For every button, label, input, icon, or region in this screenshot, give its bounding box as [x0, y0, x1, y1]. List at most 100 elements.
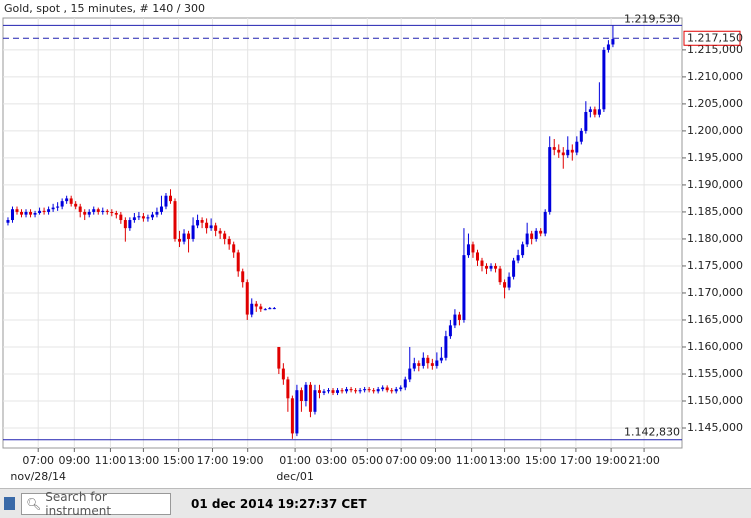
candle-body: [146, 217, 150, 219]
candle-body: [10, 209, 14, 221]
candle-body: [205, 222, 209, 229]
candle-body: [250, 303, 254, 315]
candle-body: [56, 206, 60, 208]
chart-title: Gold, spot , 15 minutes, # 140 / 300: [4, 2, 205, 15]
candle-body: [128, 220, 132, 229]
candle-body: [566, 149, 570, 156]
status-bar: 🔍︎ Search for instrument 01 dec 2014 19:2…: [0, 488, 751, 518]
candle-body: [218, 230, 222, 234]
candle-body: [439, 357, 443, 361]
candle-body: [322, 391, 326, 393]
candle-body: [327, 390, 331, 392]
candle-body: [471, 244, 475, 253]
candle-body: [385, 387, 389, 391]
chart: Gold, spot , 15 minutes, # 140 / 300 1.1…: [2, 2, 743, 483]
candle-body: [245, 282, 249, 315]
candle-body: [358, 390, 362, 392]
candle-body: [74, 203, 78, 207]
candle-body: [132, 217, 136, 221]
y-tick-label: 1.160,000: [687, 340, 743, 353]
candle-body: [548, 147, 552, 212]
candle-body: [453, 314, 457, 326]
candle-body: [65, 198, 69, 202]
candle-body: [173, 201, 177, 239]
candle-body: [47, 209, 51, 212]
candle-body: [489, 265, 493, 269]
candle-body: [507, 276, 511, 288]
candle-body: [227, 238, 231, 245]
candle-body: [241, 271, 245, 283]
price-label: 1.217,150: [687, 31, 743, 44]
y-tick-label: 1.155,000: [687, 367, 743, 380]
candle-body: [259, 306, 263, 310]
y-tick-label: 1.175,000: [687, 259, 743, 272]
x-tick-label: 15:00: [163, 454, 195, 467]
x-tick-label: 11:00: [456, 454, 488, 467]
candle-body: [209, 225, 213, 229]
candle-body: [426, 357, 430, 364]
candle-body: [159, 206, 163, 212]
candle-body: [421, 357, 425, 366]
candle-body: [480, 260, 484, 266]
y-tick-label: 1.190,000: [687, 178, 743, 191]
candle-body: [60, 201, 64, 207]
x-tick-label: 17:00: [197, 454, 229, 467]
candle-body: [457, 314, 461, 320]
candle-body: [381, 387, 385, 390]
candle-body: [78, 206, 82, 212]
x-tick-label: 19:00: [595, 454, 627, 467]
candle-body: [503, 282, 507, 288]
icon[interactable]: [4, 497, 15, 510]
candle-body: [475, 252, 479, 261]
candle-body: [277, 346, 281, 369]
candle-body: [51, 207, 55, 210]
candle-body: [570, 149, 574, 153]
x-tick-label: 07:00: [385, 454, 417, 467]
search-box[interactable]: 🔍︎ Search for instrument: [21, 490, 171, 518]
y-tick-label: 1.150,000: [687, 394, 743, 407]
candle-body: [331, 390, 335, 393]
y-tick-label: 1.200,000: [687, 124, 743, 137]
candle-body: [96, 209, 100, 212]
candle-body: [24, 211, 28, 215]
candle-body: [232, 244, 236, 253]
candle-body: [512, 260, 516, 277]
candle-body: [281, 368, 285, 380]
y-tick-label: 1.210,000: [687, 70, 743, 83]
x-tick-label: 01:00: [279, 454, 311, 467]
candle-body: [336, 390, 340, 393]
candle-body: [363, 389, 367, 391]
x-tick-label: 15:00: [525, 454, 557, 467]
candle-body: [20, 211, 24, 215]
candle-body: [534, 230, 538, 239]
candle-body: [105, 210, 109, 212]
candle-body: [119, 214, 123, 221]
candle-body: [557, 149, 561, 153]
candle-body: [200, 220, 204, 223]
y-tick-label: 1.195,000: [687, 151, 743, 164]
candle-body: [376, 389, 380, 392]
candle-body: [268, 308, 272, 310]
candle-body: [367, 389, 371, 391]
candle-body: [150, 214, 154, 218]
x-tick-label: 07:00: [22, 454, 54, 467]
candle-body: [575, 141, 579, 153]
y-tick-label: 1.165,000: [687, 313, 743, 326]
candle-body: [340, 390, 344, 392]
candle-body: [42, 210, 46, 212]
candle-body: [236, 252, 240, 272]
candle-body: [485, 265, 489, 269]
candle-body: [611, 39, 615, 45]
candle-body: [417, 363, 421, 366]
candle-body: [15, 209, 19, 212]
candle-body: [606, 44, 610, 50]
candle-body: [299, 390, 303, 402]
price-label: 1.142,830: [624, 426, 680, 439]
y-tick-label: 1.185,000: [687, 205, 743, 218]
candle-body: [543, 211, 547, 234]
x-tick-label: 09:00: [420, 454, 452, 467]
x-tick-label: 05:00: [351, 454, 383, 467]
candle-body: [286, 379, 290, 399]
candle-body: [214, 225, 218, 231]
candle-body: [33, 213, 37, 215]
